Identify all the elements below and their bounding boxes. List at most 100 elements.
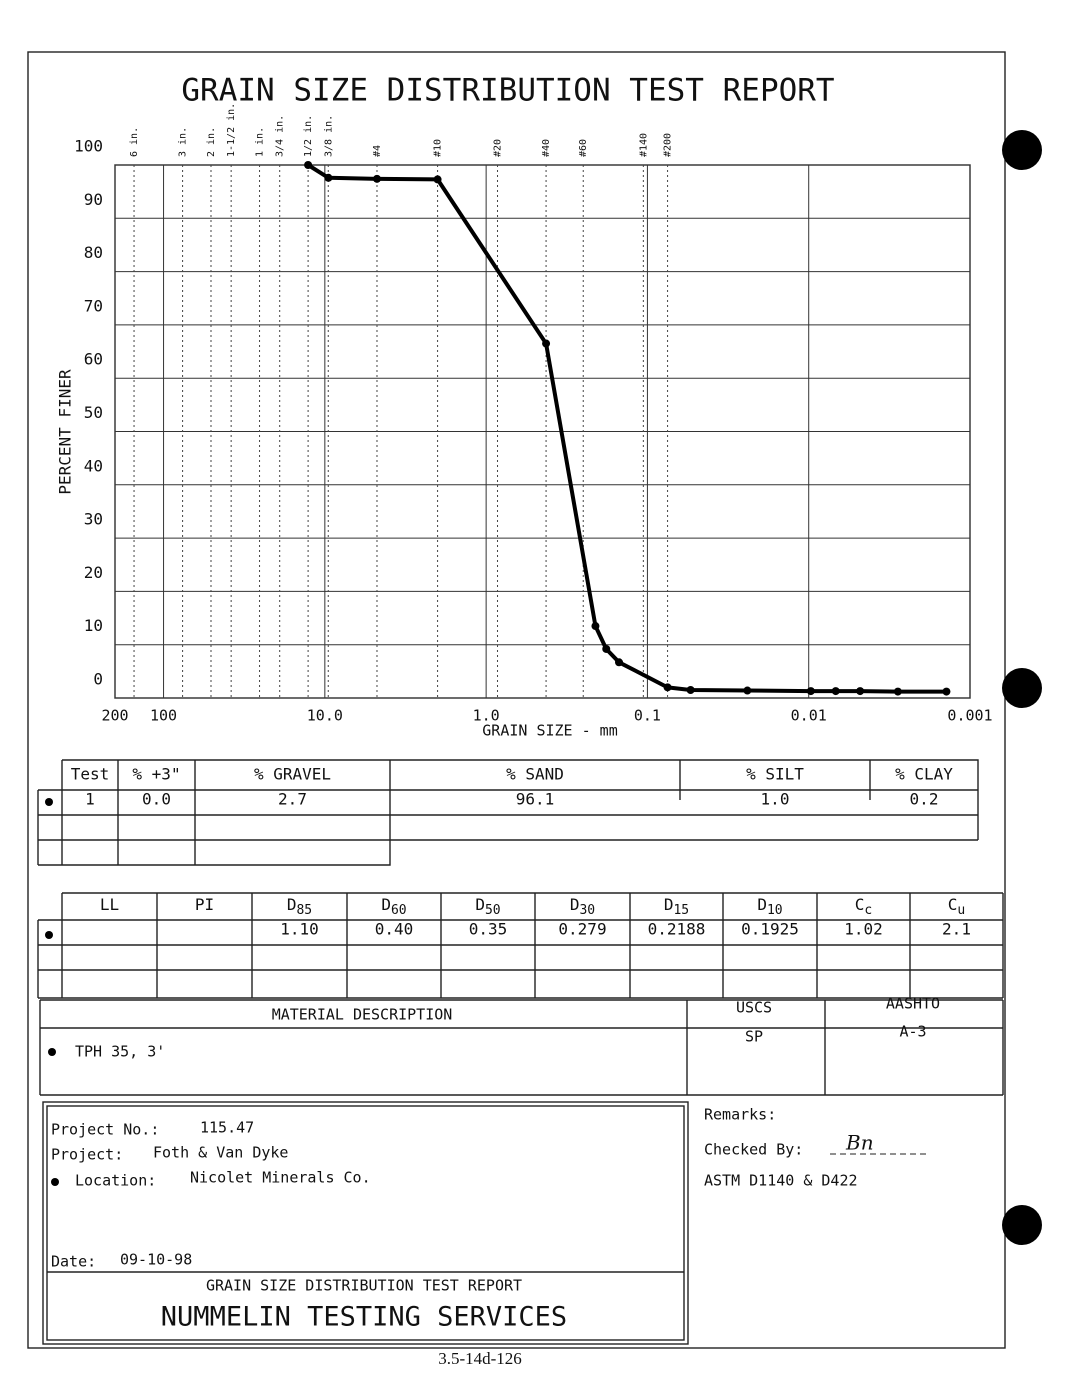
header-subscript: 50 [485, 903, 501, 918]
header-subscript: 30 [579, 903, 595, 918]
gradation-curve [307, 163, 947, 694]
x-tick-label: 0.001 [947, 707, 992, 725]
cell: 1.02 [844, 920, 883, 939]
x-tick-label: 200 [101, 707, 128, 725]
sieve-label: 6 in. [129, 127, 140, 157]
sieve-label: #20 [493, 139, 504, 157]
column-header: Test [71, 765, 110, 784]
cell: 96.1 [516, 790, 555, 809]
data-point [856, 687, 865, 696]
cell: 1.0 [761, 790, 790, 809]
column-header: D15 [664, 895, 689, 918]
box [46, 1105, 685, 1341]
sieve-label: 1 in. [255, 127, 266, 157]
column-header: % +3" [132, 765, 180, 784]
cell: 0.40 [375, 920, 414, 939]
data-point [542, 339, 551, 348]
punch-hole [1002, 130, 1042, 170]
data-point [663, 683, 672, 692]
table-rules [39, 999, 1004, 1096]
punch-hole [1002, 668, 1042, 708]
header-symbol: C [948, 895, 958, 914]
bullet [48, 1048, 56, 1056]
cell: 0.1925 [741, 920, 799, 939]
remarks: Remarks: Checked By: Bn ASTM D1140 & D42… [704, 1106, 930, 1190]
data-point [831, 687, 840, 696]
y-tick-label: 40 [84, 456, 103, 475]
data-point [743, 686, 752, 695]
bullet [45, 931, 53, 939]
column-header: D30 [570, 895, 595, 918]
composition-cells: Test % +3" % GRAVEL % SAND % SILT % CLAY 1 0.0 2… [71, 765, 954, 809]
date: 09-10-98 [120, 1251, 192, 1269]
report-title: GRAIN SIZE DISTRIBUTION TEST REPORT [181, 73, 834, 109]
data-point [433, 175, 442, 184]
material-description: TPH 35, 3' [75, 1043, 165, 1061]
column-header: PI [195, 895, 214, 914]
checked-signature: Bn [845, 1131, 874, 1155]
cell: 2.1 [942, 920, 971, 939]
column-header: Cu [948, 895, 965, 918]
company-name: NUMMELIN TESTING SERVICES [161, 1302, 567, 1333]
project-label: Project: [51, 1146, 123, 1164]
properties-cells: LL PI D85 D60 D50 D30 D15 D10 Cc Cu1.10 0.40 0.35 0.… [100, 895, 971, 939]
sieve-label: 2 in. [206, 127, 217, 157]
uscs-header: USCS [736, 999, 772, 1017]
y-tick-label: 20 [84, 563, 103, 582]
data-point [942, 687, 951, 696]
data-point [372, 174, 381, 183]
x-tick-label: 0.1 [634, 707, 661, 725]
box [42, 1101, 689, 1345]
project-number-label: Project No.: [51, 1121, 159, 1139]
y-tick-label: 0 [93, 670, 103, 689]
chart: 0 10 20 30 40 50 60 70 80 90 100 200 100 10.0 1.0 0.1 0.… [74, 103, 992, 725]
header-symbol: LL [100, 895, 119, 914]
sieve-label: #140 [638, 133, 649, 157]
data-point [304, 161, 313, 169]
cell: 2.7 [278, 790, 307, 809]
sieve-label: #200 [663, 133, 674, 157]
column-header: D85 [287, 895, 312, 918]
aashto-value: A-3 [899, 1023, 926, 1041]
cell: 0.279 [558, 920, 606, 939]
composition-table [37, 759, 979, 866]
header-subscript: 60 [391, 903, 407, 918]
cell: 0.2188 [648, 920, 706, 939]
data-point [893, 687, 902, 696]
column-header: % GRAVEL [254, 765, 331, 784]
column-header: D50 [475, 895, 500, 918]
footer-subtitle: GRAIN SIZE DISTRIBUTION TEST REPORT [206, 1277, 522, 1295]
table-rules [37, 759, 979, 866]
cell: 0.35 [469, 920, 508, 939]
column-header: D60 [381, 895, 406, 918]
location: Nicolet Minerals Co. [190, 1169, 371, 1187]
table-rules [37, 892, 1004, 999]
data-point [686, 686, 695, 695]
project-name: Foth & Van Dyke [153, 1144, 288, 1162]
header-symbol: D [381, 895, 391, 914]
cell: 1 [85, 790, 95, 809]
column-header: LL [100, 895, 119, 914]
location-label: Location: [75, 1172, 156, 1190]
header-symbol: D [570, 895, 580, 914]
y-tick-label: 60 [84, 350, 103, 369]
y-axis-label: PERCENT FINER [56, 369, 75, 495]
x-tick-label: 10.0 [307, 707, 343, 725]
header-symbol: D [475, 895, 485, 914]
sieve-label: 3 in. [178, 127, 189, 157]
cell: 0.2 [910, 790, 939, 809]
header-symbol: PI [195, 895, 214, 914]
data-point [602, 644, 611, 653]
header-symbol: D [757, 895, 767, 914]
data-point [806, 687, 815, 696]
column-header: D10 [757, 895, 782, 918]
y-tick-label: 50 [84, 403, 103, 422]
header-subscript: 10 [767, 903, 783, 918]
column-header: % SILT [746, 765, 804, 784]
header-subscript: 15 [673, 903, 689, 918]
cell: 1.10 [280, 920, 319, 939]
page-id: 3.5-14d-126 [438, 1349, 522, 1368]
remarks-label: Remarks: [704, 1106, 776, 1124]
x-tick-label: 100 [150, 707, 177, 725]
